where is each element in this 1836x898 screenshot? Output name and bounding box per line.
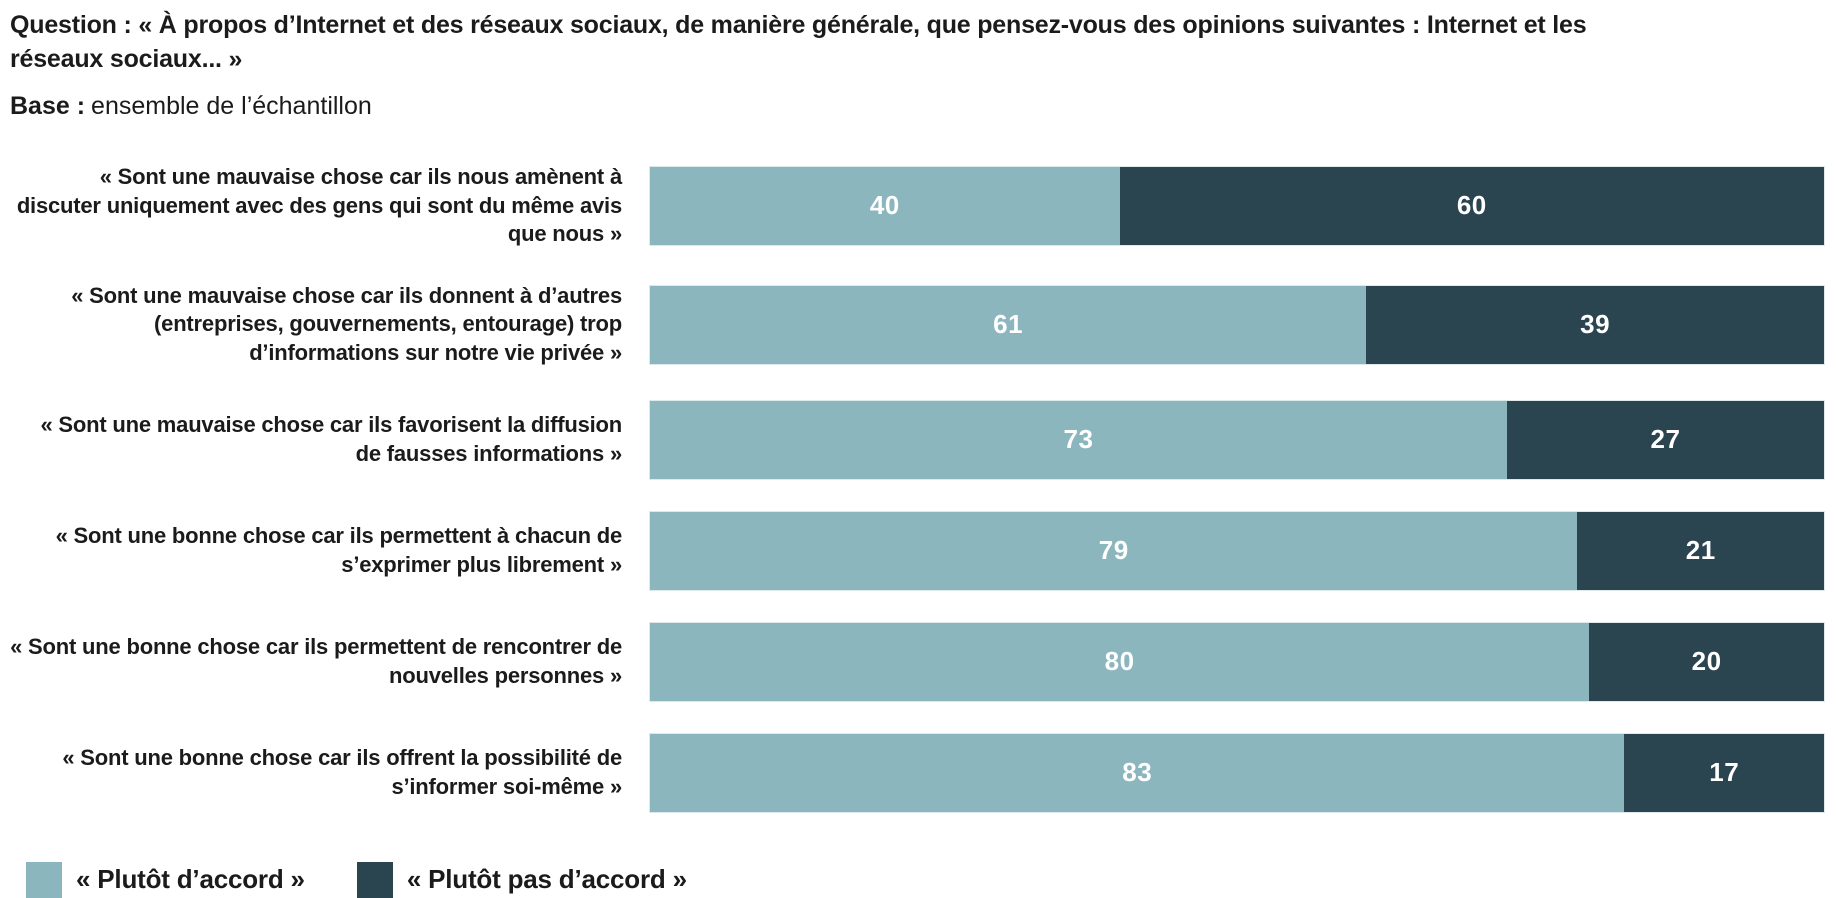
bar-segment-disagree: 60 bbox=[1119, 166, 1824, 245]
category-label: « Sont une bonne chose car ils permetten… bbox=[10, 633, 622, 688]
legend-swatch-disagree bbox=[356, 861, 393, 898]
category-label: « Sont une bonne chose car ils offrent l… bbox=[62, 744, 622, 799]
bar-segment-agree: 61 bbox=[650, 285, 1367, 364]
chart-row: « Sont une bonne chose car ils offrent l… bbox=[10, 733, 1824, 812]
category-label: « Sont une mauvaise chose car ils nous a… bbox=[16, 164, 622, 247]
chart-row: « Sont une mauvaise chose car ils favori… bbox=[10, 400, 1824, 479]
bar: 40 60 bbox=[650, 166, 1824, 245]
chart-row: « Sont une mauvaise chose car ils donnen… bbox=[10, 282, 1824, 368]
legend-label-disagree: « Plutôt pas d’accord » bbox=[406, 864, 687, 895]
base-label: Base : bbox=[10, 92, 86, 120]
bar-segment-disagree: 21 bbox=[1577, 511, 1824, 590]
bar-segment-disagree: 27 bbox=[1507, 400, 1824, 479]
chart-row: « Sont une bonne chose car ils permetten… bbox=[10, 622, 1824, 701]
bar: 80 20 bbox=[650, 622, 1824, 701]
stacked-bar-chart: « Sont une mauvaise chose car ils nous a… bbox=[10, 163, 1824, 812]
bar-segment-disagree: 20 bbox=[1589, 622, 1824, 701]
bar-segment-disagree: 17 bbox=[1624, 733, 1824, 812]
bar-segment-agree: 80 bbox=[650, 622, 1590, 701]
legend-label-agree: « Plutôt d’accord » bbox=[76, 864, 305, 895]
question-label: Question : bbox=[10, 11, 132, 39]
legend-item-disagree: « Plutôt pas d’accord » bbox=[356, 861, 687, 898]
category-label: « Sont une bonne chose car ils permetten… bbox=[55, 522, 623, 577]
bar-segment-disagree: 39 bbox=[1366, 285, 1824, 364]
bar: 73 27 bbox=[650, 400, 1824, 479]
base-line: Base : ensemble de l’échantillon bbox=[10, 92, 1824, 121]
bar-segment-agree: 79 bbox=[650, 511, 1578, 590]
bar: 61 39 bbox=[650, 285, 1824, 364]
legend-swatch-agree bbox=[26, 861, 62, 898]
bar-segment-agree: 40 bbox=[650, 166, 1120, 245]
question-text: « À propos d’Internet et des réseaux soc… bbox=[10, 11, 1587, 73]
bar: 79 21 bbox=[650, 511, 1824, 590]
chart-legend: « Plutôt d’accord » « Plutôt pas d’accor… bbox=[10, 861, 1824, 898]
category-label: « Sont une mauvaise chose car ils favori… bbox=[40, 411, 622, 466]
chart-row: « Sont une mauvaise chose car ils nous a… bbox=[10, 163, 1824, 249]
page-title: Question : « À propos d’Internet et des … bbox=[10, 8, 1650, 76]
bar-segment-agree: 73 bbox=[650, 400, 1508, 479]
bar-segment-agree: 83 bbox=[650, 733, 1625, 812]
base-text: ensemble de l’échantillon bbox=[91, 92, 372, 120]
bar: 83 17 bbox=[650, 733, 1824, 812]
legend-item-agree: « Plutôt d’accord » bbox=[26, 861, 305, 898]
chart-row: « Sont une bonne chose car ils permetten… bbox=[10, 511, 1824, 590]
category-label: « Sont une mauvaise chose car ils donnen… bbox=[71, 282, 622, 365]
